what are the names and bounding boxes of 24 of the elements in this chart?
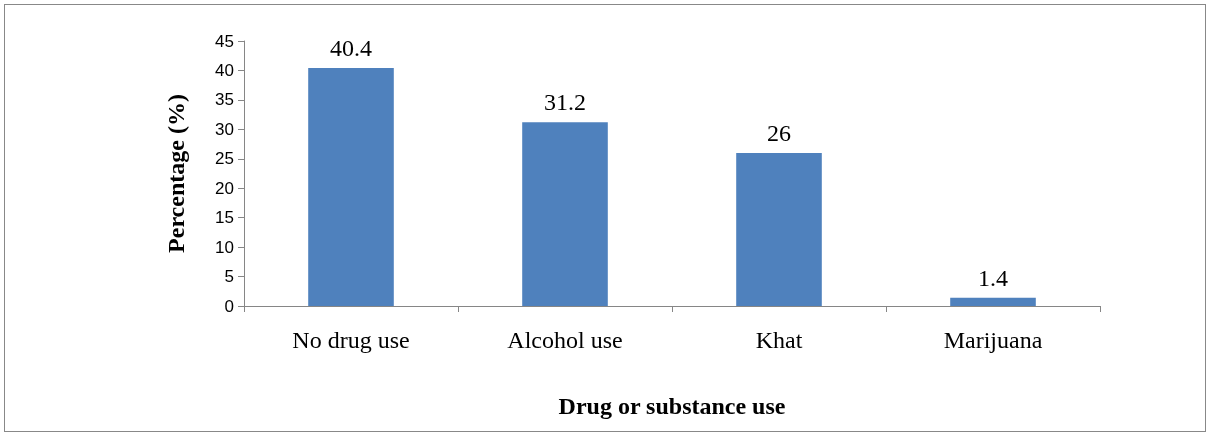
y-tick-label: 10 [215,237,234,257]
y-tick-label: 15 [215,208,234,228]
y-tick-label: 45 [215,31,234,51]
bar [736,152,822,306]
x-tick-label: No drug use [292,327,410,353]
bar [950,297,1036,306]
data-label: 40.4 [330,35,372,62]
y-axis-title: Percentage (%) [163,94,189,253]
y-tick-label: 40 [215,60,234,80]
y-tick-label: 30 [215,119,234,139]
data-label: 26 [767,119,791,146]
x-tick-label: Marijuana [943,327,1043,353]
bar [522,122,608,306]
data-label: 31.2 [544,89,586,116]
data-label: 1.4 [978,264,1008,291]
y-tick-label: 0 [224,296,234,316]
x-axis-title: Drug or substance use [558,393,786,419]
x-tick-label: Khat [755,327,803,353]
y-tick-label: 20 [215,178,234,198]
bar [308,68,394,306]
y-tick-label: 35 [215,90,234,110]
x-tick-label: Alcohol use [507,327,623,353]
y-tick-label: 5 [224,267,234,287]
y-tick-label: 25 [215,149,234,169]
